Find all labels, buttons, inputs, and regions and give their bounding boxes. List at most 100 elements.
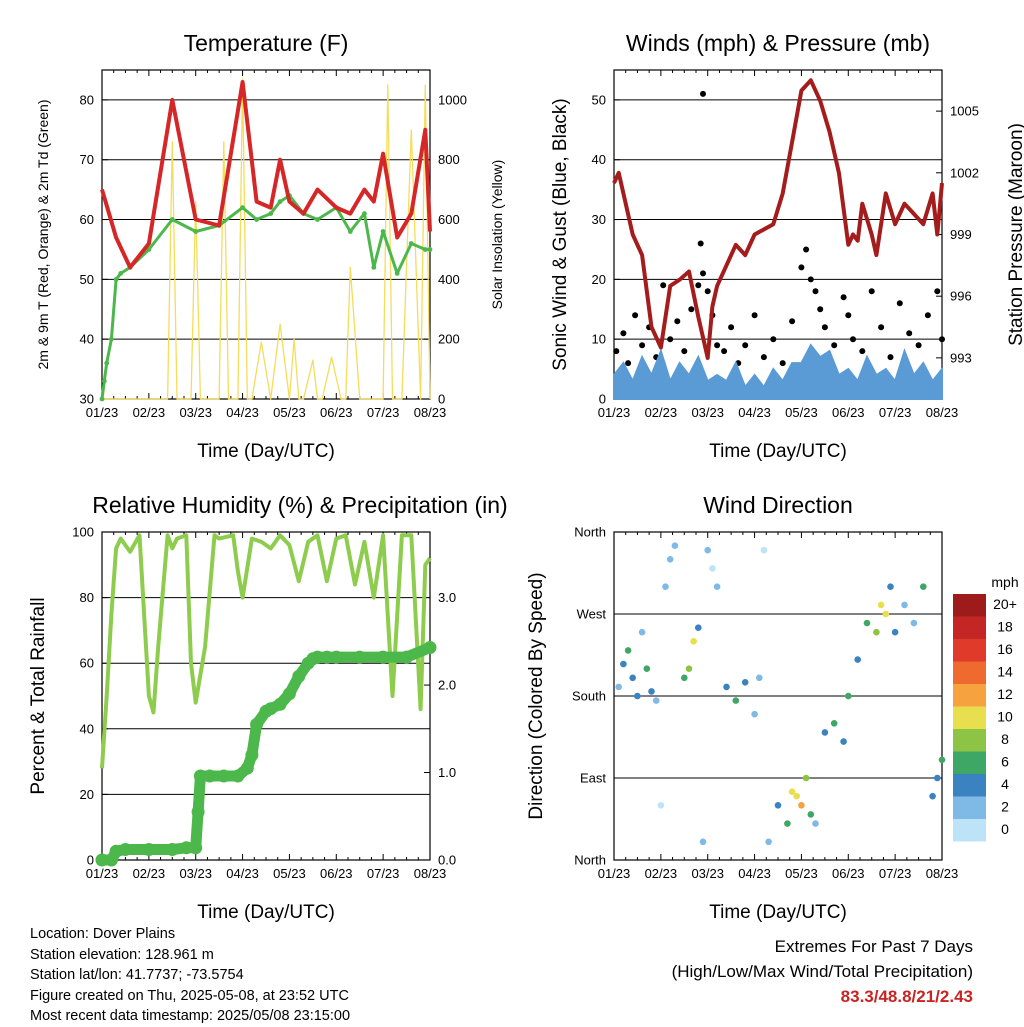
y-axis-label-right: Station Pressure (Maroon) — [1006, 123, 1024, 346]
extremes-box: Extremes For Past 7 Days (High/Low/Max W… — [672, 934, 973, 1009]
direction-point — [756, 674, 763, 682]
colorbar-swatch — [953, 616, 986, 639]
direction-point — [920, 583, 927, 590]
direction-point — [657, 802, 665, 809]
direction-point — [666, 556, 674, 563]
gust-point — [896, 300, 903, 307]
y-right-tick-label: 1.0 — [438, 765, 456, 780]
direction-point — [643, 665, 651, 672]
gust-point — [721, 348, 728, 355]
colorbar-swatch — [953, 684, 986, 707]
y-tick-label: 60 — [80, 656, 94, 671]
x-tick-label: 08/23 — [926, 866, 959, 881]
direction-point — [638, 628, 646, 636]
direction-point — [830, 720, 838, 727]
colorbar-swatch — [953, 594, 986, 617]
x-tick-label: 01/23 — [86, 866, 119, 881]
y-right-tick-label: 1002 — [950, 165, 979, 180]
latlon-text: Station lat/lon: 41.7737; -73.5754 — [30, 967, 244, 983]
chart-title: Relative Humidity (%) & Precipitation (i… — [92, 492, 507, 518]
direction-point — [873, 628, 880, 636]
y-right-tick-label: 2.0 — [438, 678, 456, 693]
gust-point — [924, 312, 931, 319]
gust-point — [625, 360, 632, 367]
direction-point — [788, 788, 796, 795]
gust-point — [798, 264, 805, 271]
direction-point — [615, 683, 622, 691]
direction-point — [741, 679, 749, 686]
direction-point — [704, 546, 711, 554]
direction-point — [854, 656, 861, 663]
y-axis-label: 2m & 9m T (Red, Orange) & 2m Td (Green) — [35, 100, 51, 370]
panel-4: 01/23 02/23 03/23 04/23 05/23 06/23 07/23 08/23… — [526, 492, 958, 923]
gust-point — [906, 330, 913, 337]
panel-2: 01/23 02/23 03/23 04/23 05/23 06/23 07/23 08/23… — [550, 30, 1024, 462]
direction-point — [812, 820, 819, 827]
panel-1: 01/23 02/23 03/23 04/23 05/23 06/23 07/23 08/23… — [35, 30, 505, 462]
x-tick-label: 07/23 — [879, 405, 912, 420]
gust-point — [887, 354, 894, 361]
y-right-tick-label: 1000 — [438, 92, 467, 107]
colorbar-label: 10 — [997, 709, 1013, 725]
gust-point — [807, 276, 814, 283]
direction-point — [751, 710, 758, 718]
station-pressure-line — [612, 78, 944, 360]
gust-point — [613, 348, 620, 355]
y-tick-label: 80 — [80, 590, 94, 605]
x-tick-label: 01/23 — [598, 405, 631, 420]
x-tick-label: 03/23 — [179, 866, 212, 881]
direction-point — [807, 811, 815, 818]
panel-3: 01/23 02/23 03/23 04/23 05/23 06/23 07/23 08/23… — [28, 492, 508, 923]
gust-point — [845, 312, 852, 319]
y-axis-label-right: Solar Insolation (Yellow) — [489, 160, 505, 310]
x-tick-label: 08/23 — [926, 405, 959, 420]
direction-point — [709, 565, 716, 572]
direction-point — [877, 601, 885, 609]
y-tick-label: East — [580, 771, 606, 786]
y-tick-label: 50 — [80, 272, 94, 287]
x-tick-label: 08/23 — [414, 866, 447, 881]
direction-point — [802, 774, 810, 782]
x-tick-label: 02/23 — [133, 866, 166, 881]
gust-point — [681, 348, 688, 355]
x-tick-label: 05/23 — [273, 405, 306, 420]
elevation-text: Station elevation: 128.961 m — [30, 946, 214, 963]
x-axis-label: Time (Day/UTC) — [709, 902, 847, 923]
station-info: Location: Dover Plains Station elevation… — [30, 924, 350, 1027]
colorbar-label: 4 — [1001, 776, 1009, 792]
y-right-tick-label: 0.0 — [438, 853, 456, 868]
direction-point — [624, 647, 632, 654]
y-tick-label: 0 — [87, 853, 94, 868]
direction-point — [774, 802, 782, 809]
x-tick-label: 02/23 — [133, 405, 166, 420]
gust-point — [789, 318, 796, 325]
y-tick-label: 40 — [80, 332, 94, 347]
y-tick-label: 40 — [80, 721, 94, 736]
direction-point — [938, 756, 946, 764]
direction-point — [671, 542, 679, 549]
x-tick-label: 04/23 — [738, 866, 771, 881]
colorbar-title: mph — [991, 574, 1018, 590]
x-tick-label: 06/23 — [320, 405, 353, 420]
y-axis-label: Percent & Total Rainfall — [28, 597, 49, 794]
colorbar-label: 14 — [997, 664, 1013, 680]
direction-point — [929, 792, 936, 800]
y-tick-label: 80 — [80, 92, 94, 107]
gust-point — [850, 336, 856, 343]
direction-point — [934, 774, 941, 782]
colorbar-swatch — [953, 706, 986, 729]
y-tick-label: 70 — [80, 152, 94, 167]
direction-point — [713, 583, 721, 590]
precip-line — [102, 642, 433, 866]
gust-point — [779, 360, 786, 367]
gust-point — [915, 342, 922, 349]
direction-point — [845, 692, 852, 700]
gust-point — [632, 312, 639, 319]
gust-point — [688, 306, 695, 313]
gust-point — [859, 348, 866, 355]
y-right-tick-label: 993 — [950, 350, 972, 365]
direction-point — [662, 583, 669, 590]
gust-point — [831, 342, 838, 349]
colorbar-label: 8 — [1001, 731, 1009, 747]
